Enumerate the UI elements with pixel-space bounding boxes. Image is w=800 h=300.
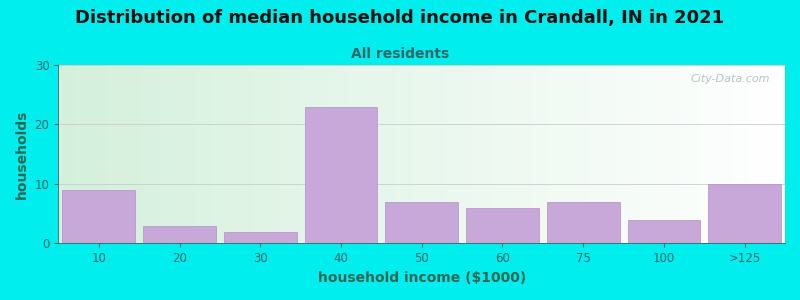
X-axis label: household income ($1000): household income ($1000): [318, 271, 526, 285]
Bar: [386, 202, 458, 243]
Bar: [143, 226, 216, 243]
Y-axis label: households: households: [15, 110, 29, 199]
Text: All residents: All residents: [351, 46, 449, 61]
Bar: [466, 208, 538, 243]
Text: Distribution of median household income in Crandall, IN in 2021: Distribution of median household income …: [75, 9, 725, 27]
Bar: [62, 190, 135, 243]
Bar: [547, 202, 619, 243]
Bar: [627, 220, 700, 243]
Text: City-Data.com: City-Data.com: [691, 74, 770, 84]
Bar: [224, 232, 297, 243]
Bar: [708, 184, 781, 243]
Bar: [305, 106, 378, 243]
